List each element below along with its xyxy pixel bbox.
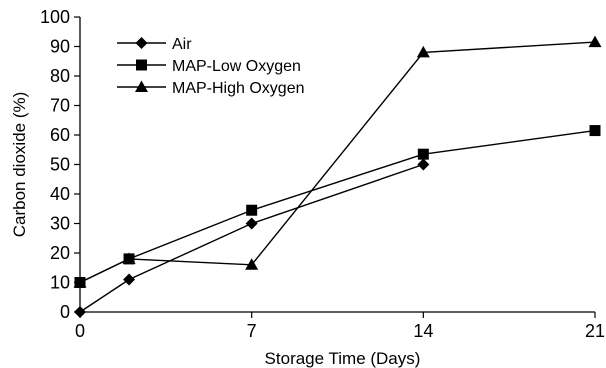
x-axis-ticks: 0 7 14 21 [75,312,605,341]
x-tick-label: 21 [585,321,605,341]
data-point-map-high-oxygen [416,45,430,58]
series-line-map-high-oxygen [79,41,596,284]
y-tick-label: 30 [50,214,70,234]
x-axis-title: Storage Time (Days) [265,349,421,368]
legend-marker-map-low-oxygen [136,59,147,71]
y-tick-label: 90 [50,37,70,57]
y-axis-title: Carbon dioxide (%) [10,92,29,238]
y-tick-label: 50 [50,155,70,175]
data-point-air [417,158,430,171]
y-tick-label: 40 [50,184,70,204]
y-tick-label: 20 [50,243,70,263]
legend-entry-air: Air [117,36,192,53]
legend-entry-map-high-oxygen: MAP-High Oxygen [117,80,305,97]
y-tick-label: 60 [50,125,70,145]
y-tick-label: 100 [40,7,70,27]
data-point-map-high-oxygen [588,35,602,48]
legend-entry-map-low-oxygen: MAP-Low Oxygen [117,58,301,75]
y-tick-label: 80 [50,66,70,86]
series-line-air [79,163,424,313]
legend-marker-air [135,37,148,49]
y-tick-label: 0 [60,302,70,322]
data-point-air [245,217,258,230]
data-point-map-high-oxygen [73,276,87,288]
y-tick-label: 10 [50,273,70,293]
y-tick-label: 70 [50,96,70,116]
data-point-map-low-oxygen [589,125,601,137]
x-tick-label: 7 [247,321,257,341]
chart-legend: Air MAP-Low Oxygen MAP-High Oxygen [117,36,305,97]
legend-label: Air [172,36,192,53]
series-map-low-oxygen [74,125,601,288]
x-tick-label: 0 [75,321,85,341]
series-map-high-oxygen [73,35,602,288]
x-tick-label: 14 [413,321,433,341]
series-layer [73,35,602,318]
chart-axes [79,17,595,313]
y-axis-ticks: 0 10 20 30 40 50 60 70 80 90 100 [40,7,80,322]
data-point-map-high-oxygen [245,258,259,270]
data-point-map-high-oxygen [122,252,136,264]
data-point-air [123,273,136,286]
data-point-map-low-oxygen [246,204,258,216]
legend-marker-map-high-oxygen [135,80,148,92]
legend-label: MAP-High Oxygen [172,80,305,97]
series-air [74,158,430,318]
data-point-map-low-oxygen [417,148,429,160]
legend-label: MAP-Low Oxygen [172,58,301,75]
data-point-air [74,306,86,318]
